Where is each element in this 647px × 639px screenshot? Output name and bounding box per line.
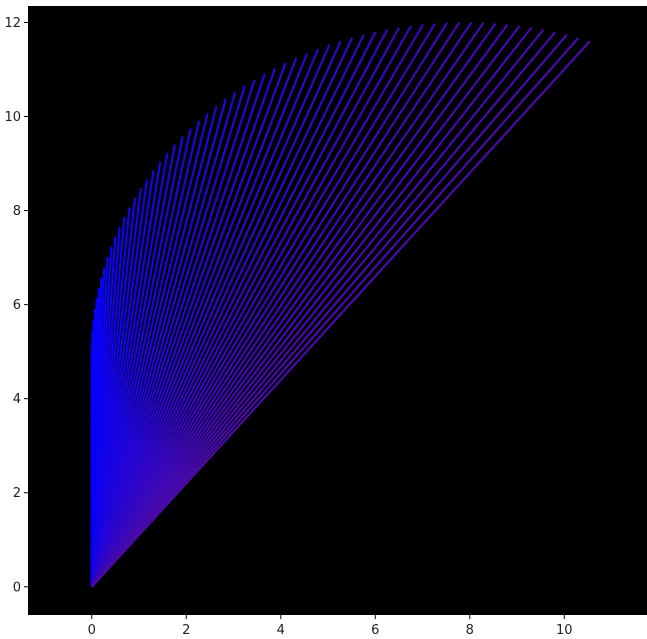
fan-segment [90, 85, 246, 588]
fan-segment [90, 52, 309, 588]
fan-segment [90, 23, 424, 588]
fan-segment [90, 22, 485, 588]
y-axis-ticks: 0 2 4 6 8 10 12 [4, 16, 28, 595]
fan-segment [90, 34, 365, 588]
fan-segment [90, 31, 556, 588]
fan-segment [90, 34, 568, 588]
x-tick-label: 8 [466, 623, 474, 638]
fan-segment [90, 40, 342, 588]
fan-segment [90, 22, 497, 588]
fan-segment [90, 92, 237, 588]
fan-segment [90, 40, 591, 588]
fan-segment [90, 22, 449, 588]
fan-segment [90, 29, 545, 588]
y-tick-label: 4 [13, 392, 21, 407]
fan-segment [90, 21, 461, 588]
fan-segment [90, 27, 533, 588]
fan-segment [90, 27, 401, 588]
x-tick-label: 4 [277, 623, 285, 638]
y-tick-label: 6 [13, 298, 21, 313]
fan-segment [90, 44, 331, 588]
fan-segment [90, 25, 521, 588]
fan-segment [90, 31, 377, 588]
x-tick-label: 2 [182, 623, 190, 638]
fan-segment [90, 23, 509, 588]
fan-segment [90, 57, 298, 588]
fan-segment [90, 67, 277, 588]
x-axis-ticks: 0 2 4 6 8 10 [88, 615, 573, 638]
fan-segment [90, 25, 412, 588]
y-tick-label: 10 [4, 110, 21, 125]
x-tick-label: 6 [371, 623, 379, 638]
fan-segment [90, 22, 436, 588]
fan-segment [90, 21, 473, 588]
fan-segment [90, 112, 209, 588]
x-tick-label: 10 [556, 623, 573, 638]
y-tick-label: 12 [4, 16, 21, 31]
fan-segment [90, 62, 287, 588]
fan-segment [90, 105, 218, 588]
fan-segment [90, 79, 256, 588]
fan-lines [90, 21, 591, 588]
y-tick-label: 8 [13, 204, 21, 219]
fan-segment [90, 73, 266, 588]
fan-segment [90, 48, 320, 588]
fan-segment [90, 37, 354, 588]
y-tick-label: 2 [13, 486, 21, 501]
fan-segment [90, 29, 389, 588]
x-tick-label: 0 [88, 623, 96, 638]
fan-segment [90, 98, 227, 588]
y-tick-label: 0 [13, 580, 21, 595]
fan-segment [90, 37, 580, 588]
